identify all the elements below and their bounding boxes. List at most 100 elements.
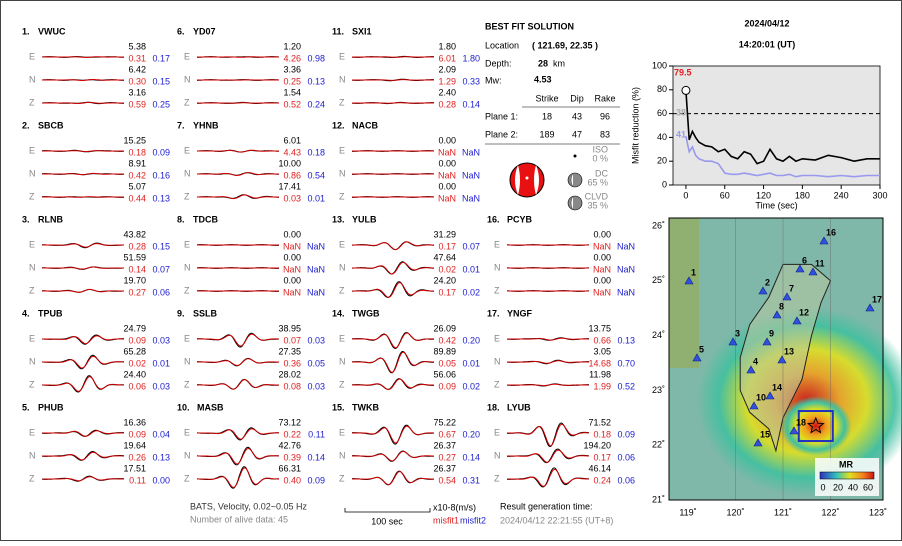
misfit2: 0.15 bbox=[152, 241, 170, 251]
component-label: E bbox=[29, 51, 35, 61]
unit-label: x10-8(m/s) bbox=[433, 502, 476, 512]
misfit1: 0.03 bbox=[283, 193, 301, 203]
lat-label: 21˚ bbox=[652, 494, 665, 504]
amplitude: 0.00 bbox=[438, 158, 456, 168]
misfit1: 0.09 bbox=[128, 429, 146, 439]
component-label: E bbox=[494, 427, 500, 437]
station-number: 7. bbox=[177, 120, 185, 130]
misfit2: 0.06 bbox=[617, 452, 635, 462]
component-label: E bbox=[339, 427, 345, 437]
misfit1: 0.39 bbox=[283, 452, 301, 462]
amplitude: 5.38 bbox=[128, 41, 146, 51]
component-label: N bbox=[184, 168, 191, 178]
station-name: TWGB bbox=[352, 308, 380, 318]
amplitude: 56.06 bbox=[433, 369, 456, 379]
plane-value: 96 bbox=[600, 111, 610, 121]
amplitude: 73.12 bbox=[278, 417, 301, 427]
misfit1: 0.27 bbox=[128, 287, 146, 297]
misfit2: 0.09 bbox=[617, 429, 635, 439]
scale-label: 100 sec bbox=[371, 516, 403, 526]
component-label: E bbox=[29, 333, 35, 343]
component-label: E bbox=[184, 427, 190, 437]
misfit2: 0.01 bbox=[152, 358, 170, 368]
amplitude: 15.25 bbox=[123, 135, 146, 145]
amplitude: 1.20 bbox=[283, 41, 301, 51]
misfit1: NaN bbox=[593, 264, 611, 274]
synthetic-trace bbox=[352, 57, 434, 58]
plane-value: 189 bbox=[539, 129, 554, 139]
misfit2: 0.31 bbox=[462, 475, 480, 485]
component-label: Z bbox=[339, 473, 345, 483]
colorbar-label: 60 bbox=[863, 482, 873, 492]
station-number: 10. bbox=[177, 402, 190, 412]
misfit2: NaN bbox=[617, 241, 635, 251]
component-label: N bbox=[494, 356, 501, 366]
amplitude: 13.75 bbox=[588, 323, 611, 333]
station-number-label: 16 bbox=[826, 227, 836, 237]
component-label: E bbox=[29, 427, 35, 437]
y-tick-label: 60 bbox=[657, 108, 667, 118]
component-label: N bbox=[29, 74, 36, 84]
station-number: 2. bbox=[22, 120, 30, 130]
station-name: YD07 bbox=[193, 26, 216, 36]
station-number: 17. bbox=[487, 308, 500, 318]
misfit1: 0.26 bbox=[128, 452, 146, 462]
plot-area bbox=[673, 66, 880, 185]
station-number-label: 4 bbox=[753, 356, 758, 366]
component-label: E bbox=[29, 239, 35, 249]
legend-misfit2: misfit2 bbox=[460, 515, 486, 525]
component-label: Z bbox=[339, 191, 345, 201]
component-label: E bbox=[184, 145, 190, 155]
amplitude: 28.02 bbox=[278, 369, 301, 379]
component-label: Z bbox=[494, 473, 500, 483]
station-name: VWUC bbox=[38, 26, 66, 36]
location-label: Location bbox=[485, 40, 519, 50]
misfit1: 4.43 bbox=[283, 147, 301, 157]
station-number-label: 13 bbox=[784, 346, 794, 356]
colorbar-label: 40 bbox=[848, 482, 858, 492]
lon-label: 120˚ bbox=[726, 507, 744, 517]
misfit2: 0.20 bbox=[462, 335, 480, 345]
station-number-label: 17 bbox=[872, 294, 882, 304]
station-number: 4. bbox=[22, 308, 30, 318]
misfit1: 14.68 bbox=[588, 358, 611, 368]
misfit2: 0.18 bbox=[307, 147, 325, 157]
y-tick-label: 40 bbox=[657, 132, 667, 142]
misfit1: NaN bbox=[438, 193, 456, 203]
amplitude: 10.00 bbox=[278, 158, 301, 168]
alive-text: Number of alive data: 45 bbox=[190, 514, 288, 524]
station-number-label: 2 bbox=[765, 277, 770, 287]
misfit2: 0.06 bbox=[152, 287, 170, 297]
filter-text: BATS, Velocity, 0.02~0.05 Hz bbox=[190, 501, 307, 511]
amplitude: 75.22 bbox=[433, 417, 456, 427]
misfit1: 0.24 bbox=[593, 475, 611, 485]
station-number-label: 11 bbox=[815, 258, 825, 268]
amplitude: 11.98 bbox=[589, 369, 611, 379]
misfit1: 0.08 bbox=[283, 381, 301, 391]
misfit2: 0.13 bbox=[152, 193, 170, 203]
amplitude: 0.00 bbox=[283, 252, 301, 262]
station-name: YULB bbox=[352, 214, 377, 224]
component-label: Z bbox=[339, 379, 345, 389]
plane-value: 18 bbox=[542, 111, 552, 121]
x-tick-label: 0 bbox=[683, 190, 688, 200]
misfit1: NaN bbox=[438, 170, 456, 180]
x-tick-label: 180 bbox=[795, 190, 810, 200]
misfit1: NaN bbox=[283, 287, 301, 297]
station-number-label: 15 bbox=[760, 429, 770, 439]
component-value: 35 % bbox=[587, 200, 608, 210]
colorbar-label: 20 bbox=[833, 482, 843, 492]
component-label: E bbox=[184, 333, 190, 343]
synthetic-trace bbox=[197, 57, 279, 58]
component-label: E bbox=[339, 145, 345, 155]
component-label: N bbox=[339, 74, 346, 84]
misfit2: 0.17 bbox=[152, 53, 170, 63]
amplitude: 31.29 bbox=[433, 229, 456, 239]
misfit2: 1.80 bbox=[462, 53, 480, 63]
lon-label: 122˚ bbox=[821, 507, 839, 517]
station-number: 5. bbox=[22, 402, 30, 412]
lat-label: 26˚ bbox=[652, 220, 665, 230]
mw-label: Mw: bbox=[485, 75, 502, 85]
component-label: Z bbox=[184, 285, 190, 295]
